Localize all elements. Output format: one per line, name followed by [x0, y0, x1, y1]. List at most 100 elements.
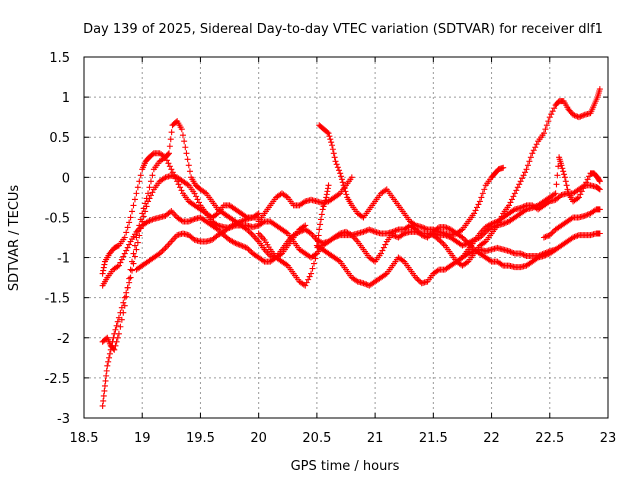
plus-marker [336, 167, 343, 174]
plus-marker [115, 262, 122, 269]
x-tick-label: 20.5 [302, 431, 331, 446]
plus-marker [178, 126, 185, 133]
plus-marker [99, 270, 106, 277]
plus-marker [166, 163, 173, 170]
plus-marker [577, 191, 584, 198]
plus-marker [105, 358, 112, 365]
plus-marker [121, 302, 128, 309]
plus-marker [553, 181, 560, 188]
plus-marker [161, 246, 168, 253]
plus-marker [596, 206, 603, 213]
plus-marker [596, 86, 603, 93]
plus-marker [315, 232, 322, 239]
plus-marker [323, 191, 330, 198]
plus-marker [124, 224, 131, 231]
plus-marker [127, 214, 134, 221]
plus-marker [511, 190, 518, 197]
plus-marker [321, 200, 328, 207]
plus-marker [382, 241, 389, 248]
plus-marker [519, 175, 526, 182]
plus-marker [580, 185, 587, 192]
plus-marker [316, 226, 323, 233]
plus-marker [303, 279, 310, 286]
y-tick-label: 0.5 [49, 131, 70, 146]
plus-marker [194, 196, 201, 203]
plus-marker [146, 184, 153, 191]
plus-marker [149, 172, 156, 179]
plus-marker [131, 196, 138, 203]
plus-marker [474, 204, 480, 211]
plus-marker [175, 181, 182, 188]
plus-marker [179, 132, 186, 139]
plus-marker [508, 196, 515, 203]
y-tick-label: -1 [57, 252, 70, 267]
plus-marker [123, 229, 130, 236]
plus-marker [323, 194, 330, 201]
plus-marker [549, 229, 556, 236]
plus-marker [331, 154, 338, 161]
plus-marker [166, 143, 173, 150]
y-tick-label: -3 [57, 412, 70, 427]
plus-marker [103, 367, 110, 374]
plus-marker [341, 185, 348, 192]
plot-markers [99, 86, 603, 409]
plus-marker [129, 258, 136, 265]
plus-marker [560, 168, 567, 175]
plus-marker [529, 150, 536, 157]
x-tick-label: 18.5 [70, 431, 99, 446]
plus-marker [417, 278, 424, 285]
y-tick-label: -0.5 [45, 211, 70, 226]
plus-marker [103, 372, 110, 379]
plus-marker [310, 260, 317, 267]
plus-marker [147, 178, 154, 185]
plus-marker [106, 354, 113, 361]
plus-marker [317, 216, 324, 223]
plus-marker [522, 169, 529, 176]
plus-marker [133, 246, 140, 253]
plus-marker [324, 188, 331, 195]
plus-marker [319, 206, 326, 213]
plus-marker [317, 221, 324, 228]
plus-marker [328, 139, 335, 146]
plus-marker [338, 176, 345, 183]
plus-marker [114, 243, 121, 250]
plus-marker [523, 166, 530, 173]
plus-marker [133, 234, 140, 241]
plus-marker [596, 178, 603, 185]
plus-marker [475, 201, 482, 208]
plus-marker [106, 350, 113, 357]
plus-marker [111, 346, 118, 353]
plus-marker [343, 191, 350, 198]
plus-marker [185, 162, 192, 169]
plus-marker [559, 165, 566, 172]
plus-marker [113, 322, 120, 329]
plus-marker [325, 182, 332, 189]
plus-marker [476, 198, 483, 205]
plus-marker [527, 154, 534, 161]
plus-marker [514, 184, 521, 191]
plus-marker [127, 274, 134, 281]
plus-marker [516, 181, 523, 188]
plus-marker [174, 178, 181, 185]
plus-marker [113, 338, 120, 345]
plus-marker [133, 190, 140, 197]
plus-marker [177, 184, 184, 191]
plus-marker [324, 185, 331, 192]
plus-marker [178, 187, 185, 194]
plus-marker [520, 172, 527, 179]
plus-marker [558, 162, 565, 169]
plus-marker [114, 334, 121, 341]
plus-marker [159, 247, 166, 254]
plus-marker [126, 241, 133, 248]
plus-marker [165, 151, 172, 158]
y-axis-title: SDTVAR / TECUs [7, 185, 22, 292]
plus-marker [500, 164, 507, 171]
plus-marker [414, 276, 421, 283]
plus-marker [596, 230, 603, 237]
plus-marker [102, 377, 109, 384]
plus-marker [100, 392, 107, 399]
plus-marker [118, 256, 125, 263]
plus-marker [520, 251, 527, 258]
plus-marker [110, 345, 117, 352]
